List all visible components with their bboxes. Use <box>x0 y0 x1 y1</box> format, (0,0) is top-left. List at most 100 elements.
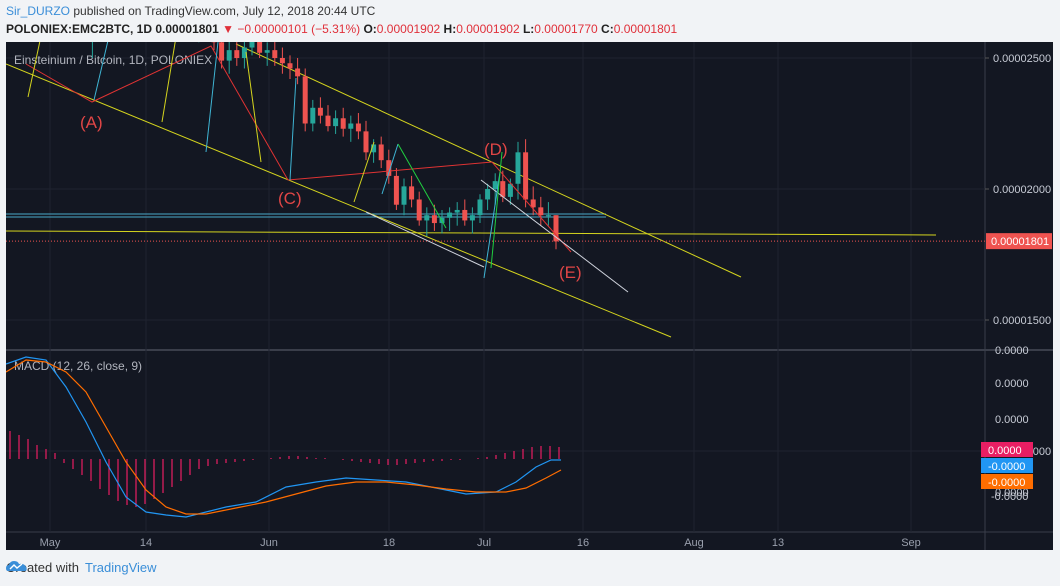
candle <box>234 42 240 66</box>
candle <box>279 47 285 74</box>
macd-value-label: 0.0000 <box>988 445 1022 457</box>
candle-body <box>500 181 506 197</box>
candle <box>538 196 544 226</box>
candle-body <box>523 152 529 200</box>
time-axis-label: 14 <box>140 537 152 549</box>
wave-label: (C) <box>278 189 302 208</box>
close-value: 0.00001801 <box>613 22 678 36</box>
candle-body <box>416 199 422 221</box>
candle <box>485 183 491 210</box>
time-axis-label: May <box>40 537 61 549</box>
candle <box>211 42 217 51</box>
candle-body <box>447 212 453 218</box>
candle-body <box>355 123 361 132</box>
candle-body <box>378 144 384 161</box>
candle <box>523 139 529 208</box>
candle <box>241 42 247 69</box>
candle-body <box>462 209 468 221</box>
candle <box>302 68 308 132</box>
candle <box>462 199 468 226</box>
tradingview-link[interactable]: TradingView <box>6 560 157 575</box>
candle-body <box>393 175 399 205</box>
candle-body <box>295 68 301 77</box>
candle <box>226 42 232 74</box>
candle <box>333 110 339 134</box>
swing-marker <box>353 141 375 203</box>
chart-svg[interactable]: May14Jun18Jul16Aug13Sep0.000030000.00002… <box>6 42 1053 550</box>
time-axis-label: Jul <box>477 537 491 549</box>
publish-info: Sir_DURZO published on TradingView.com, … <box>6 4 375 18</box>
candle <box>219 42 225 69</box>
candle-body <box>257 42 263 53</box>
candle-body <box>340 118 346 129</box>
time-axis-label: Jun <box>260 537 278 549</box>
swing-marker <box>27 42 41 98</box>
candle <box>363 120 369 161</box>
brand-text: TradingView <box>84 560 157 575</box>
candle <box>287 55 293 79</box>
time-axis-label: 18 <box>383 537 395 549</box>
candle-body <box>249 42 255 48</box>
candle <box>447 207 453 231</box>
author-link[interactable]: Sir_DURZO <box>6 4 71 18</box>
candle-body <box>264 50 270 53</box>
candle <box>393 168 399 210</box>
signal-line <box>6 359 562 515</box>
candle-body <box>507 183 513 197</box>
candle-body <box>310 107 316 124</box>
candle-body <box>287 63 293 69</box>
candle <box>272 42 278 66</box>
low-value: 0.00001770 <box>534 22 598 36</box>
created-with-text: Created with <box>6 560 79 575</box>
symbol-name: POLONIEX:EMC2BTC, 1D <box>6 22 153 36</box>
candle <box>378 136 384 169</box>
candle-body <box>477 199 483 216</box>
candle <box>355 113 361 140</box>
candle <box>348 115 354 142</box>
wave-label: (E) <box>559 263 582 282</box>
candle-body <box>279 58 285 64</box>
price-tick-label: 0.00001500 <box>993 315 1051 327</box>
price-tick-label: 0.00002000 <box>993 184 1051 196</box>
candle-body <box>538 207 544 216</box>
candle <box>530 186 536 216</box>
footer: Created with TradingView <box>6 560 157 575</box>
candle-body <box>272 50 278 58</box>
candle <box>492 173 498 205</box>
macd-value-badge <box>981 474 1033 489</box>
candle <box>545 202 551 226</box>
candle <box>401 178 407 216</box>
candle <box>416 191 422 226</box>
candle-body <box>553 215 559 242</box>
candle <box>431 204 437 231</box>
swing-marker <box>289 77 297 181</box>
candle <box>469 207 475 234</box>
swing-marker <box>93 42 109 101</box>
candle-body <box>515 152 521 184</box>
current-price-badge <box>986 233 1052 250</box>
symbol-info: POLONIEX:EMC2BTC, 1D 0.00001801 ▼ −0.000… <box>6 22 677 36</box>
candle-body <box>317 107 323 116</box>
candle-body <box>485 189 491 200</box>
macd-axis-label: 0.0000 <box>995 487 1029 499</box>
candle-body <box>469 215 475 221</box>
last-price: 0.00001801 <box>155 22 219 36</box>
candle-body <box>530 199 536 208</box>
low-label: L: <box>522 22 535 36</box>
open-value: 0.00001902 <box>376 22 441 36</box>
chart-area[interactable]: May14Jun18Jul16Aug13Sep0.000030000.00002… <box>6 42 1053 550</box>
candle <box>264 42 270 66</box>
price-axis-bg <box>985 42 1053 550</box>
candle-body <box>234 50 240 58</box>
current-price-label: 0.00001801 <box>991 236 1049 248</box>
macd-value-label: -0.0000 <box>988 461 1025 473</box>
candle <box>424 207 430 237</box>
candle <box>295 58 301 85</box>
macd-value-badge <box>981 458 1033 473</box>
candle-body <box>241 47 247 58</box>
candle <box>515 141 521 200</box>
wave-label: (D) <box>484 140 508 159</box>
candle <box>553 215 559 250</box>
candle <box>91 42 93 58</box>
swing-marker <box>245 51 262 163</box>
